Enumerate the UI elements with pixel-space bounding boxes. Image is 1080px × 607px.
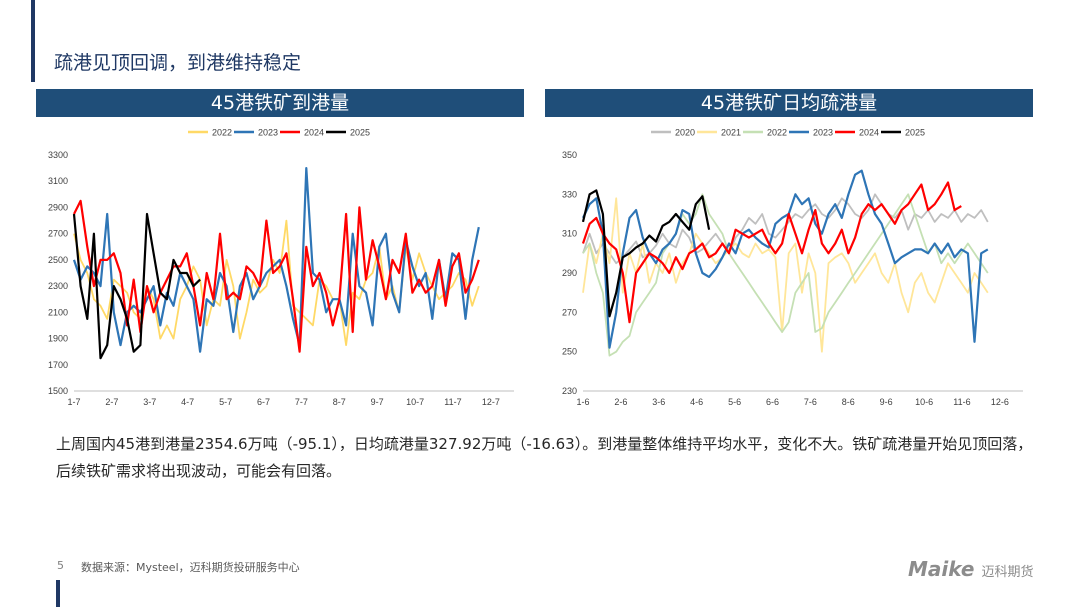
y-tick-label: 250	[562, 347, 577, 357]
accent-bar-top	[31, 0, 35, 82]
series-line-2024	[581, 181, 962, 324]
legend-label: 2022	[767, 128, 787, 138]
legend-item: 2023	[789, 128, 833, 138]
series-line-2024	[73, 199, 480, 353]
legend-label: 2025	[905, 128, 925, 138]
legend-item: 2020	[651, 128, 695, 138]
y-tick-label: 2100	[48, 307, 68, 317]
y-tick-label: 290	[562, 268, 577, 278]
x-tick-label: 12-6	[991, 397, 1009, 407]
chart-port-clearance: 2020 2021 2022 2023 2024 2025 230 250 270 290 310 3…	[562, 128, 1023, 407]
y-tick-label: 2900	[48, 202, 68, 212]
x-tick-label: 1-7	[67, 397, 80, 407]
legend-item: 2024	[280, 128, 324, 138]
series-line-2023	[582, 169, 989, 349]
chart-header-arrivals: 45港铁矿到港量	[36, 89, 524, 117]
x-tick-label: 4-6	[690, 397, 703, 407]
x-tick-label: 2-7	[105, 397, 118, 407]
series-line-2021	[582, 197, 989, 353]
legend-label: 2022	[212, 128, 232, 138]
legend-item: 2021	[697, 128, 741, 138]
x-tick-label: 6-6	[766, 397, 779, 407]
x-tick-label: 9-6	[880, 397, 893, 407]
page-number: 5	[57, 559, 64, 572]
legend-label: 2025	[350, 128, 370, 138]
y-tick-label: 270	[562, 307, 577, 317]
legend-label: 2023	[258, 128, 278, 138]
x-tick-label: 8-7	[333, 397, 346, 407]
y-tick-label: 3300	[48, 150, 68, 160]
x-tick-label: 12-7	[482, 397, 500, 407]
x-tick-label: 11-6	[953, 397, 970, 407]
series-line-2022	[582, 193, 989, 357]
x-tick-label: 9-7	[371, 397, 384, 407]
x-tick-label: 8-6	[842, 397, 855, 407]
x-tick-label: 6-7	[257, 397, 270, 407]
legend-label: 2023	[813, 128, 833, 138]
legend-item: 2022	[743, 128, 787, 138]
x-tick-label: 3-7	[143, 397, 156, 407]
description-text: 上周国内45港到港量2354.6万吨（-95.1），日均疏港量327.92万吨（…	[56, 435, 1033, 480]
series-line-2025	[72, 212, 201, 360]
x-tick-label: 7-6	[804, 397, 817, 407]
series-line-2025	[581, 189, 711, 318]
x-tick-label: 2-6	[614, 397, 627, 407]
x-tick-label: 5-6	[728, 397, 741, 407]
y-tick-label: 330	[562, 189, 577, 199]
legend-label: 2024	[859, 128, 879, 138]
x-tick-label: 4-7	[181, 397, 194, 407]
logo-mark: Maike	[908, 557, 975, 581]
y-tick-label: 230	[562, 386, 577, 396]
y-tick-label: 1900	[48, 334, 68, 344]
legend-item: 2023	[234, 128, 278, 138]
y-tick-label: 350	[562, 150, 577, 160]
y-tick-label: 3100	[48, 176, 68, 186]
legend-item: 2022	[188, 128, 232, 138]
page-title: 疏港见顶回调，到港维持稳定	[54, 52, 302, 74]
y-tick-label: 2700	[48, 229, 68, 239]
x-tick-label: 3-6	[652, 397, 665, 407]
data-source: 数据来源：Mysteel，迈科期货投研服务中心	[81, 561, 300, 574]
company-logo: Maike 迈科期货	[908, 557, 1034, 581]
chart-arrivals: 2022 2023 2024 2025 1500 1700 1900 2100 2300 2500…	[48, 128, 514, 407]
accent-bar-bottom	[56, 580, 60, 607]
y-tick-label: 310	[562, 229, 577, 239]
legend-item: 2025	[881, 128, 925, 138]
y-tick-label: 1500	[48, 386, 68, 396]
legend-item: 2025	[326, 128, 370, 138]
legend-label: 2024	[304, 128, 324, 138]
legend-label: 2021	[721, 128, 741, 138]
x-tick-label: 1-6	[576, 397, 589, 407]
y-tick-label: 2500	[48, 255, 68, 265]
x-tick-label: 11-7	[444, 397, 461, 407]
y-tick-label: 2300	[48, 281, 68, 291]
logo-text: 迈科期货	[981, 565, 1034, 580]
legend-item: 2024	[835, 128, 879, 138]
x-tick-label: 10-7	[406, 397, 424, 407]
chart-header-port-clearance: 45港铁矿日均疏港量	[545, 89, 1033, 117]
legend-label: 2020	[675, 128, 695, 138]
x-tick-label: 10-6	[915, 397, 933, 407]
x-tick-label: 5-7	[219, 397, 232, 407]
x-tick-label: 7-7	[295, 397, 308, 407]
y-tick-label: 1700	[48, 360, 68, 370]
